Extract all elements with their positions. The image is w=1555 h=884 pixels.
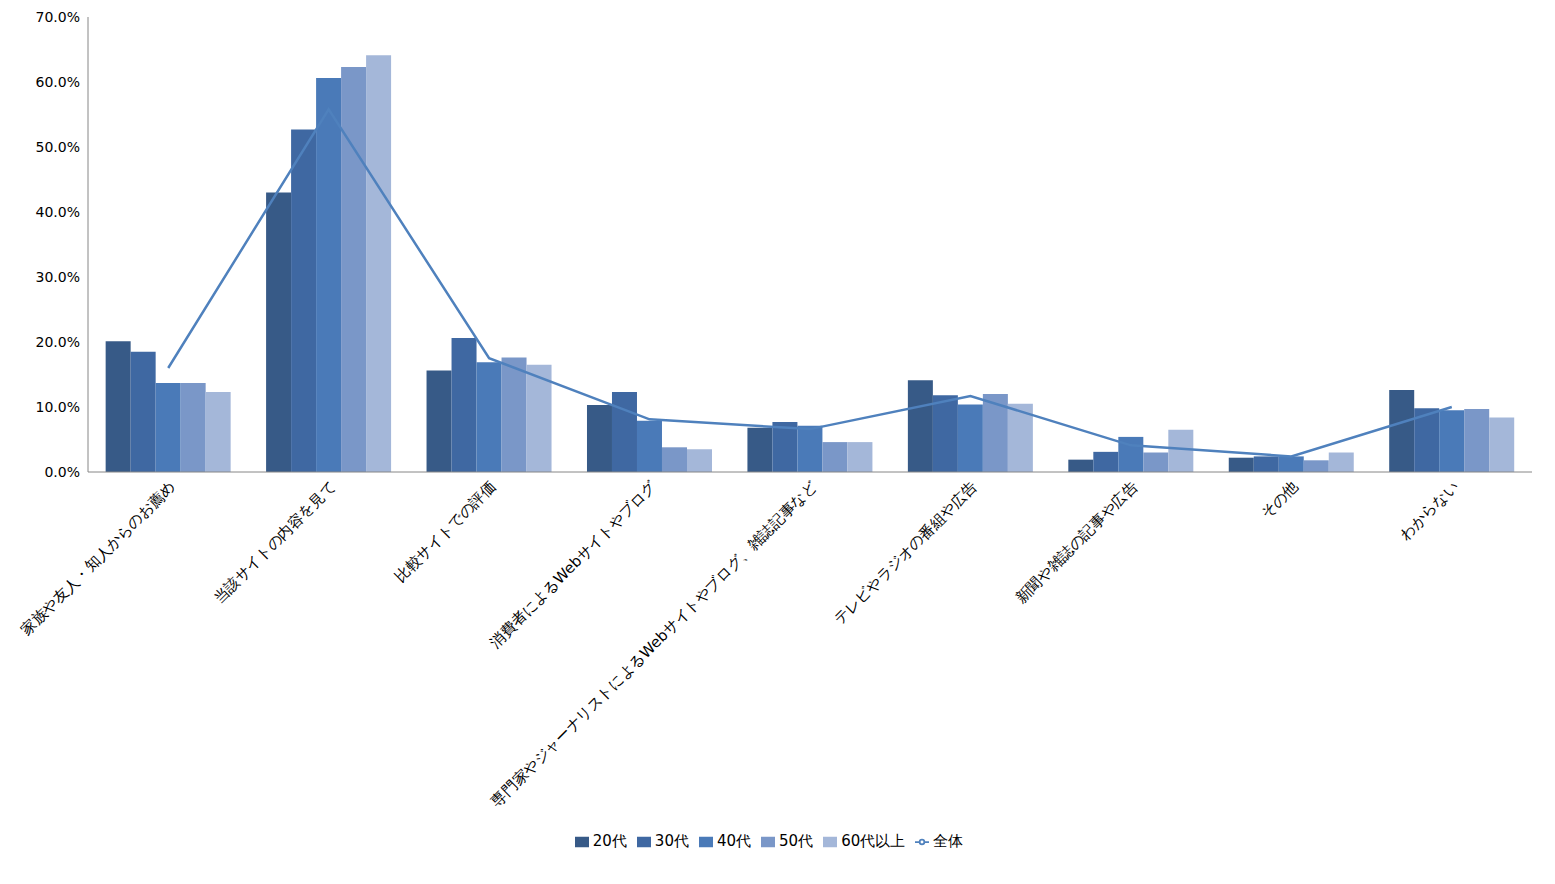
html-text:30代: 30代 bbox=[654, 832, 689, 850]
html-text:50代: 50代 bbox=[779, 832, 814, 850]
svg-text:当該サイトの内容を見て: 当該サイトの内容を見て bbox=[210, 478, 339, 607]
svg-text:40.0%: 40.0% bbox=[36, 204, 80, 220]
svg-text:比較サイトでの評価: 比較サイトでの評価 bbox=[391, 478, 499, 586]
svg-text:30.0%: 30.0% bbox=[36, 269, 80, 285]
svg-text:テレビやラジオの番組や広告: テレビやラジオの番組や広告 bbox=[830, 478, 981, 629]
html-text:20代: 20代 bbox=[592, 832, 627, 850]
svg-text:新聞や雑誌の記事や広告: 新聞や雑誌の記事や広告 bbox=[1012, 478, 1141, 607]
svg-text:専門家やジャーナリストによるWebサイトやブログ、雑誌記事な: 専門家やジャーナリストによるWebサイトやブログ、雑誌記事など bbox=[488, 478, 821, 811]
svg-text:70.0%: 70.0% bbox=[36, 9, 80, 25]
svg-text:消費者によるWebサイトやブログ: 消費者によるWebサイトやブログ bbox=[486, 477, 660, 651]
html-text:全体: 全体 bbox=[933, 832, 964, 850]
html-text:40代: 40代 bbox=[717, 832, 751, 850]
html-text:60代以上: 60代以上 bbox=[841, 832, 906, 850]
svg-text:10.0%: 10.0% bbox=[36, 399, 80, 415]
svg-text:20.0%: 20.0% bbox=[36, 334, 80, 350]
svg-text:その他: その他 bbox=[1257, 478, 1302, 523]
svg-text:0.0%: 0.0% bbox=[44, 464, 80, 480]
svg-text:わからない: わからない bbox=[1396, 478, 1462, 544]
svg-text:家族や友人・知人からのお薦め: 家族や友人・知人からのお薦め bbox=[17, 478, 178, 639]
svg-text:60.0%: 60.0% bbox=[36, 74, 80, 90]
svg-text:50.0%: 50.0% bbox=[36, 139, 80, 155]
